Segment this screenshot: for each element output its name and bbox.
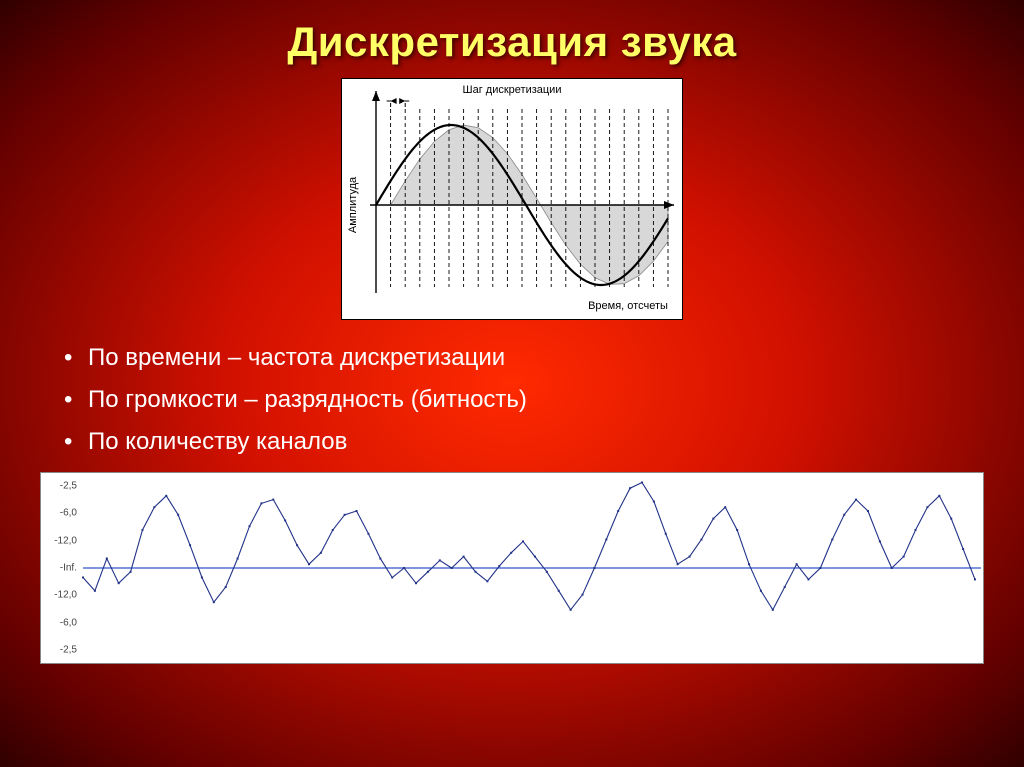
sampling-diagram: Шаг дискретизации Амплитуда Время, отсчеты — [341, 78, 683, 320]
list-item: По времени – частота дискретизации — [64, 344, 1024, 372]
slide: Дискретизация звука Шаг дискретизации Амп… — [0, 0, 1024, 767]
waveform-panel: -2,5-6,0-12,0-Inf.-12,0-6,0-2,5 — [40, 472, 984, 664]
list-item: По громкости – разрядность (битность) — [64, 386, 1024, 414]
slide-title: Дискретизация звука — [0, 0, 1024, 66]
svg-text:Амплитуда: Амплитуда — [347, 176, 359, 233]
waveform-diagram — [41, 473, 981, 663]
list-item: По количеству каналов — [64, 428, 1024, 456]
svg-text:Время, отсчеты: Время, отсчеты — [588, 300, 668, 312]
bullet-list: По времени – частота дискретизации По гр… — [64, 344, 1024, 456]
waveform-ylabels: -2,5-6,0-12,0-Inf.-12,0-6,0-2,5 — [41, 473, 81, 663]
svg-text:Шаг дискретизации: Шаг дискретизации — [463, 84, 562, 96]
